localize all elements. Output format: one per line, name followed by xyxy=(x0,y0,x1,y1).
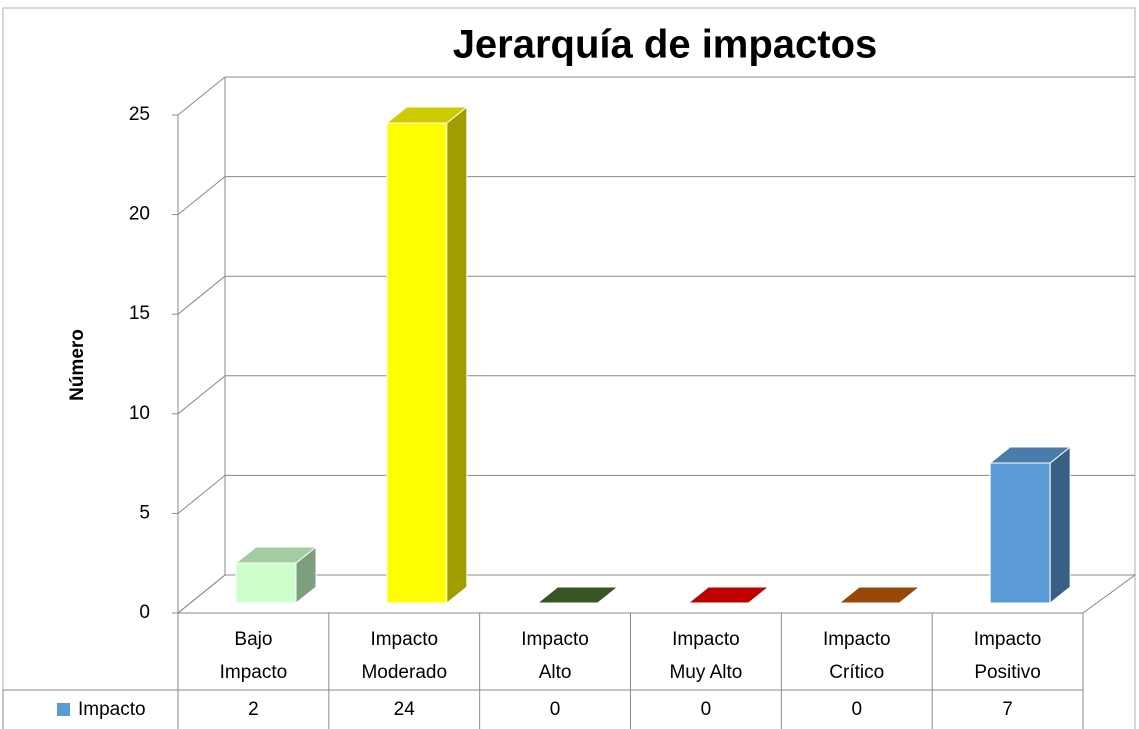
bar-top xyxy=(385,106,469,124)
y-tick-label: 15 xyxy=(129,303,150,324)
bar-side xyxy=(1049,445,1071,605)
y-tick-label: 20 xyxy=(129,204,150,225)
table-value: 0 xyxy=(550,699,561,720)
bar-front xyxy=(235,562,297,604)
grid-line xyxy=(177,275,226,315)
table-value: 7 xyxy=(1002,699,1013,720)
grid-line xyxy=(177,475,226,514)
grid-line xyxy=(177,375,226,415)
y-tick-label: 0 xyxy=(139,602,150,623)
table-value: 24 xyxy=(394,699,416,720)
legend-label: Impacto xyxy=(78,699,146,720)
chart-border xyxy=(2,7,1136,729)
y-tick-label: 25 xyxy=(129,104,150,125)
x-tick-label: Impacto Alto xyxy=(521,629,589,683)
grid-line xyxy=(177,176,226,215)
x-tick-label: Bajo Impacto xyxy=(220,629,288,683)
x-tick-label: Impacto Muy Alto xyxy=(669,629,742,683)
bar-top xyxy=(837,586,921,604)
grid-line xyxy=(177,76,226,116)
table-value: 0 xyxy=(701,699,712,720)
bar-top xyxy=(988,446,1072,464)
x-tick-label: Impacto Crítico xyxy=(823,629,891,683)
grid-line xyxy=(177,574,226,614)
chart-title: Jerarquía de impactos xyxy=(453,23,878,67)
y-tick-label: 10 xyxy=(129,403,150,424)
table-value: 0 xyxy=(851,699,862,720)
table-value: 2 xyxy=(248,699,259,720)
x-tick-label: Impacto Moderado xyxy=(361,629,447,683)
bar-top xyxy=(234,546,318,564)
bar-front xyxy=(989,462,1051,604)
legend-key xyxy=(57,703,70,716)
bar-side xyxy=(446,105,468,605)
bar-front xyxy=(386,122,448,604)
y-axis-label: Número xyxy=(67,329,88,401)
y-tick-label: 5 xyxy=(139,502,150,523)
bar-top xyxy=(687,586,770,604)
x-tick-label: Impacto Positivo xyxy=(974,629,1042,683)
bar-top xyxy=(536,586,620,604)
